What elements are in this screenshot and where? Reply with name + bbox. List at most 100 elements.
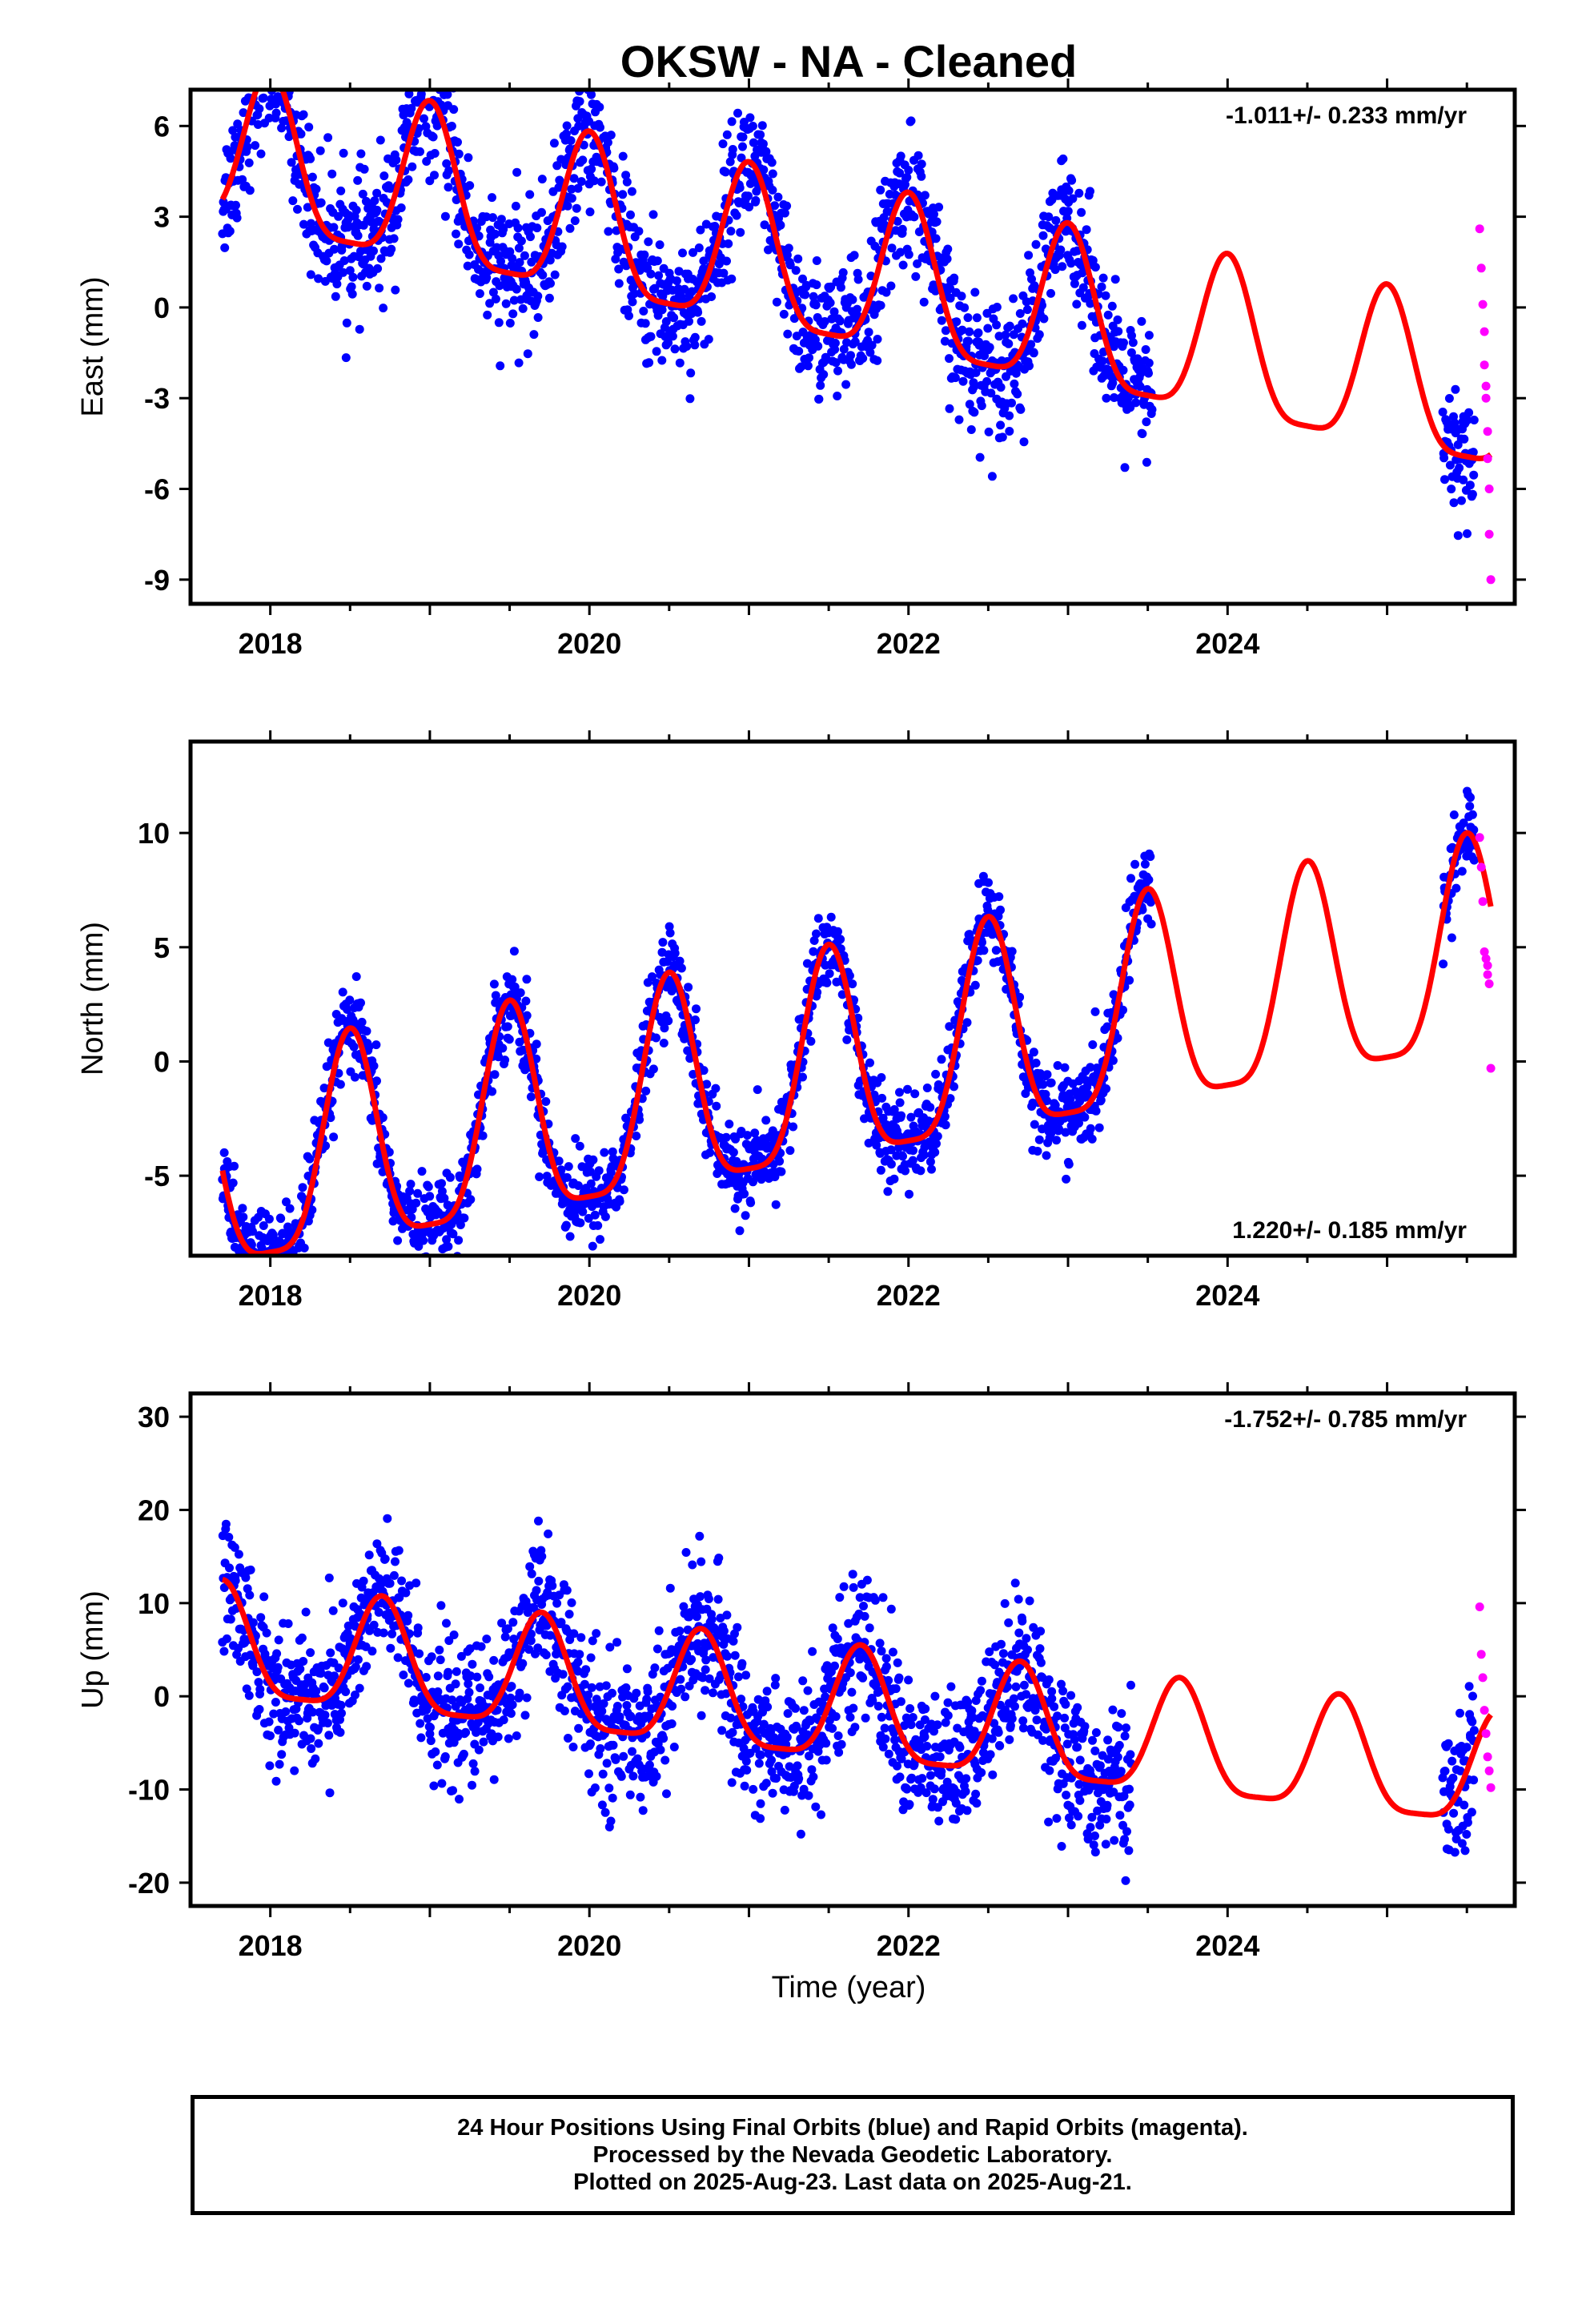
final-orbit-point (864, 328, 873, 337)
final-orbit-point (448, 1786, 457, 1795)
final-orbit-point (826, 912, 836, 922)
final-orbit-point (597, 1800, 607, 1810)
final-orbit-point (957, 292, 966, 301)
final-orbit-point (756, 1799, 765, 1808)
final-orbit-point (654, 271, 664, 280)
final-orbit-point (812, 256, 821, 265)
final-orbit-point (721, 167, 730, 177)
final-orbit-point (275, 64, 284, 73)
final-orbit-point (728, 1727, 737, 1737)
final-orbit-point (675, 358, 685, 368)
final-orbit-point (379, 1628, 388, 1638)
final-orbit-point (1086, 1124, 1095, 1133)
final-orbit-point (534, 1516, 543, 1526)
final-orbit-point (421, 45, 430, 54)
final-orbit-point (497, 1618, 507, 1628)
final-orbit-point (1465, 480, 1475, 490)
final-orbit-point (839, 344, 849, 354)
final-orbit-point (1030, 1120, 1039, 1129)
final-orbit-point (565, 223, 575, 233)
final-orbit-point (865, 348, 875, 357)
final-orbit-point (748, 122, 757, 131)
final-orbit-point (1138, 429, 1147, 439)
final-orbit-point (355, 1683, 364, 1693)
final-orbit-point (342, 318, 351, 328)
final-orbit-point (500, 1055, 510, 1065)
final-orbit-point (893, 216, 902, 226)
final-orbit-point (614, 279, 624, 288)
final-orbit-point (572, 203, 581, 213)
final-orbit-point (1066, 1095, 1075, 1104)
rapid-orbit-point (1475, 833, 1484, 842)
final-orbit-point (579, 75, 588, 84)
final-orbit-point (288, 196, 298, 206)
final-orbit-point (266, 60, 275, 69)
final-orbit-point (835, 1593, 845, 1602)
final-orbit-point (304, 123, 314, 132)
final-orbit-point (542, 1621, 552, 1630)
final-orbit-point (1038, 231, 1048, 240)
final-orbit-point (246, 1269, 255, 1277)
final-orbit-point (476, 1683, 484, 1693)
final-orbit-point (244, 1691, 254, 1700)
final-orbit-point (763, 1703, 773, 1711)
rapid-orbit-point (1475, 224, 1484, 234)
final-orbit-point (470, 1767, 480, 1776)
final-orbit-point (783, 329, 793, 339)
final-orbit-point (611, 1755, 620, 1764)
final-orbit-point (537, 1552, 547, 1561)
final-orbit-point (733, 108, 742, 118)
final-orbit-point (785, 1762, 794, 1771)
final-orbit-point (878, 1113, 888, 1123)
final-orbit-point (1064, 1160, 1074, 1169)
final-orbit-point (453, 138, 462, 147)
final-orbit-point (701, 1686, 710, 1695)
final-orbit-point (708, 1688, 717, 1698)
final-orbit-point (816, 380, 825, 390)
final-orbit-point (869, 1090, 879, 1100)
final-orbit-point (437, 1187, 447, 1196)
final-orbit-point (353, 175, 363, 185)
rapid-orbit-point (1480, 360, 1489, 370)
final-orbit-point (255, 104, 264, 114)
final-orbit-point (722, 130, 732, 139)
final-orbit-point (566, 136, 576, 145)
final-orbit-point (490, 229, 500, 239)
final-orbit-point (430, 149, 440, 158)
final-orbit-point (908, 1156, 917, 1165)
final-orbit-point (222, 1634, 231, 1643)
final-orbit-point (438, 54, 447, 63)
final-orbit-point (1064, 186, 1074, 195)
final-orbit-point (509, 1634, 519, 1644)
final-orbit-point (1046, 1128, 1056, 1138)
final-orbit-point (246, 1565, 255, 1574)
final-orbit-point (308, 1707, 318, 1717)
final-orbit-point (672, 276, 681, 286)
final-orbit-point (406, 1180, 416, 1189)
final-orbit-point (693, 1638, 702, 1648)
final-orbit-point (757, 121, 767, 131)
final-orbit-point (842, 1035, 852, 1044)
final-orbit-point (316, 1669, 326, 1678)
final-orbit-point (1061, 1128, 1070, 1137)
final-orbit-point (425, 1192, 435, 1201)
final-orbit-point (518, 1659, 528, 1668)
final-orbit-point (598, 74, 607, 83)
final-orbit-point (552, 1598, 562, 1608)
final-orbit-point (277, 123, 287, 133)
final-orbit-point (512, 1731, 521, 1740)
final-orbit-point (615, 1712, 624, 1722)
final-orbit-point (876, 300, 885, 310)
final-orbit-point (599, 47, 608, 56)
final-orbit-point (329, 1132, 339, 1142)
final-orbit-point (688, 1560, 697, 1570)
final-orbit-point (387, 244, 396, 254)
final-orbit-point (503, 1624, 512, 1634)
final-orbit-point (425, 1729, 435, 1739)
final-orbit-point (722, 256, 731, 266)
final-orbit-point (311, 1754, 320, 1763)
final-orbit-point (745, 113, 755, 123)
final-orbit-point (243, 143, 252, 152)
final-orbit-point (719, 1626, 729, 1636)
final-orbit-point (295, 1716, 303, 1726)
